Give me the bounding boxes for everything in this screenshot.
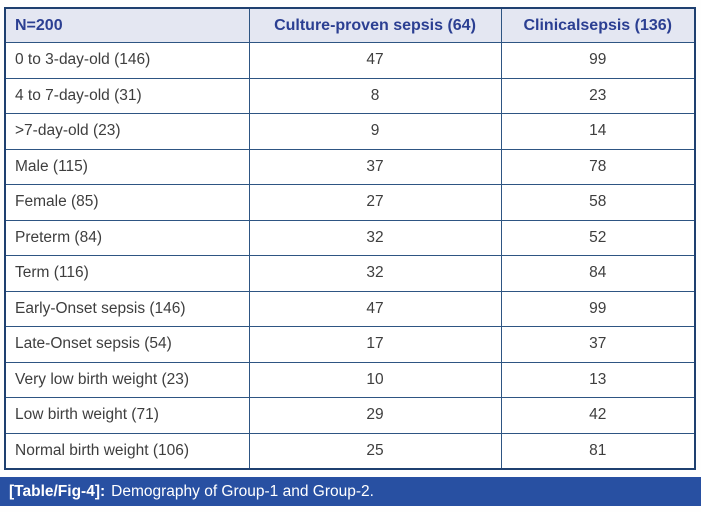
row-label-cell: Female (85) [4, 184, 250, 221]
column-header-clinical: Clinicalsepsis (136) [500, 7, 696, 43]
figure-caption: [Table/Fig-4]: Demography of Group-1 and… [0, 477, 701, 506]
clinical-value-cell: 42 [500, 397, 696, 434]
table-row: 4 to 7-day-old (31) 8 23 [4, 77, 696, 114]
table-row: 0 to 3-day-old (146) 47 99 [4, 42, 696, 79]
table-row: Low birth weight (71) 29 42 [4, 397, 696, 434]
culture-value-cell: 10 [248, 361, 502, 398]
header-row: N=200 Culture-proven sepsis (64) Clinica… [4, 7, 696, 43]
culture-value-cell: 32 [248, 255, 502, 292]
table-row: Female (85) 27 58 [4, 184, 696, 221]
table-row: Late-Onset sepsis (54) 17 37 [4, 326, 696, 363]
table-row: >7-day-old (23) 9 14 [4, 113, 696, 150]
row-label-cell: >7-day-old (23) [4, 113, 250, 150]
clinical-value-cell: 37 [500, 326, 696, 363]
clinical-value-cell: 99 [500, 42, 696, 79]
row-label-cell: 0 to 3-day-old (146) [4, 42, 250, 79]
row-label-cell: Early-Onset sepsis (146) [4, 290, 250, 327]
clinical-value-cell: 99 [500, 290, 696, 327]
clinical-value-cell: 58 [500, 184, 696, 221]
culture-value-cell: 47 [248, 290, 502, 327]
culture-value-cell: 27 [248, 184, 502, 221]
row-label-cell: Preterm (84) [4, 219, 250, 256]
column-header-n: N=200 [4, 7, 250, 43]
culture-value-cell: 8 [248, 77, 502, 114]
culture-value-cell: 32 [248, 219, 502, 256]
table-row: Early-Onset sepsis (146) 47 99 [4, 290, 696, 327]
caption-label: [Table/Fig-4]: [9, 482, 106, 500]
clinical-value-cell: 52 [500, 219, 696, 256]
table-row: Term (116) 32 84 [4, 255, 696, 292]
demography-table: N=200 Culture-proven sepsis (64) Clinica… [4, 7, 696, 470]
column-header-culture-proven: Culture-proven sepsis (64) [248, 7, 502, 43]
culture-value-cell: 9 [248, 113, 502, 150]
row-label-cell: Normal birth weight (106) [4, 432, 250, 470]
clinical-value-cell: 13 [500, 361, 696, 398]
table-row: Preterm (84) 32 52 [4, 219, 696, 256]
culture-value-cell: 25 [248, 432, 502, 470]
row-label-cell: Very low birth weight (23) [4, 361, 250, 398]
row-label-cell: Low birth weight (71) [4, 397, 250, 434]
row-label-cell: Term (116) [4, 255, 250, 292]
culture-value-cell: 29 [248, 397, 502, 434]
clinical-value-cell: 14 [500, 113, 696, 150]
table-row: Normal birth weight (106) 25 81 [4, 432, 696, 470]
culture-value-cell: 37 [248, 148, 502, 185]
caption-text: Demography of Group-1 and Group-2. [111, 482, 374, 500]
row-label-cell: Male (115) [4, 148, 250, 185]
culture-value-cell: 17 [248, 326, 502, 363]
clinical-value-cell: 78 [500, 148, 696, 185]
clinical-value-cell: 84 [500, 255, 696, 292]
table-row: Male (115) 37 78 [4, 148, 696, 185]
clinical-value-cell: 81 [500, 432, 696, 470]
table-row: Very low birth weight (23) 10 13 [4, 361, 696, 398]
row-label-cell: Late-Onset sepsis (54) [4, 326, 250, 363]
clinical-value-cell: 23 [500, 77, 696, 114]
culture-value-cell: 47 [248, 42, 502, 79]
row-label-cell: 4 to 7-day-old (31) [4, 77, 250, 114]
